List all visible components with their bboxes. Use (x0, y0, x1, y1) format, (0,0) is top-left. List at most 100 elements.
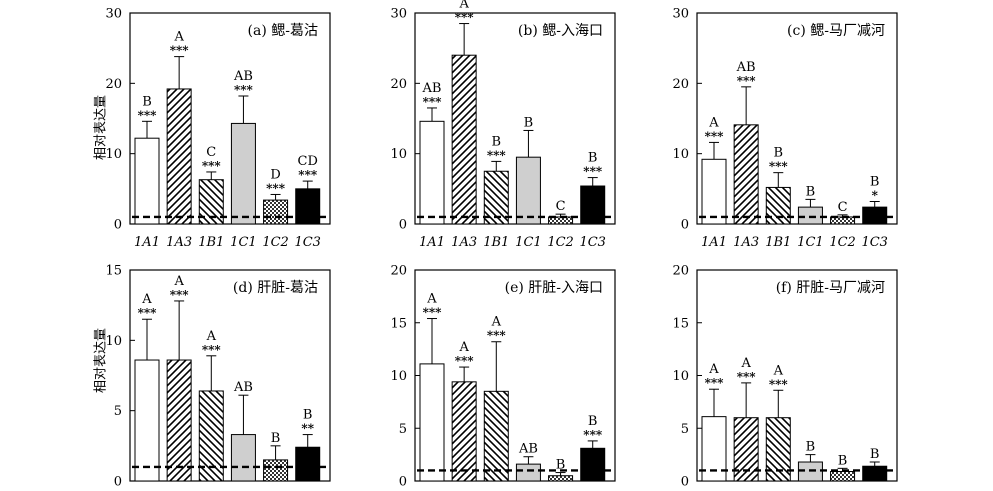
y-tick-label: 10 (672, 147, 689, 162)
y-tick-label: 10 (672, 369, 689, 384)
group-letter: B (303, 408, 313, 423)
plot-frame (414, 12, 616, 225)
panel-title: (b) 鳃-入海口 (518, 23, 603, 39)
y-tick-label: 30 (390, 7, 407, 22)
group-letter: D (270, 167, 280, 182)
panel-title: (c) 鳃-马厂减河 (787, 23, 885, 39)
panel-title: (a) 鳃-葛沽 (248, 23, 318, 39)
y-tick-label: 10 (390, 147, 407, 162)
bar (166, 88, 192, 225)
category-label: 1C3 (861, 235, 888, 250)
category-label: 1B1 (198, 235, 224, 250)
bar (862, 465, 888, 482)
y-tick-label: 10 (390, 369, 407, 384)
group-letter: C (206, 145, 216, 160)
panel-title: (e) 肝脏-入海口 (505, 280, 603, 296)
group-letter: B (588, 151, 598, 166)
significance-stars: *** (487, 148, 507, 162)
bar (483, 390, 509, 482)
group-letter: B (556, 458, 566, 473)
category-label: 1B1 (765, 235, 791, 250)
bar (419, 120, 445, 225)
significance-stars: *** (737, 370, 757, 384)
significance-stars: *** (737, 74, 757, 88)
group-letter: B (806, 184, 816, 199)
category-label: 1C1 (797, 235, 824, 250)
bar (451, 54, 477, 225)
y-tick-label: 20 (105, 77, 122, 92)
group-letter: A (141, 292, 152, 307)
group-letter: A (458, 340, 469, 355)
bar (580, 447, 606, 482)
y-tick-label: 15 (672, 316, 689, 331)
category-label: 1C3 (579, 235, 606, 250)
group-letter: B (838, 453, 848, 468)
significance-stars: *** (423, 95, 443, 109)
category-label: 1A3 (451, 235, 477, 250)
group-letter: B (492, 134, 502, 149)
bar (230, 434, 256, 482)
bar (515, 463, 541, 482)
group-letter: CD (298, 154, 318, 169)
bar (580, 185, 606, 225)
category-label: 1A3 (733, 235, 759, 250)
category-label: 1A1 (701, 235, 727, 250)
significance-stars: *** (769, 160, 789, 174)
group-letter: AB (233, 380, 253, 395)
bar (701, 158, 727, 225)
significance-stars: *** (423, 306, 443, 320)
y-tick-label: 0 (399, 218, 407, 233)
significance-stars: *** (234, 83, 254, 97)
significance-stars: *** (769, 377, 789, 391)
group-letter: B (588, 414, 598, 429)
panel-title: (f) 肝脏-马厂减河 (776, 280, 885, 296)
significance-stars: *** (202, 159, 222, 173)
y-tick-label: 10 (105, 147, 122, 162)
category-label: 1C1 (515, 235, 542, 250)
y-tick-label: 20 (390, 77, 407, 92)
significance-stars: *** (583, 165, 603, 179)
group-letter: A (773, 363, 784, 378)
significance-stars: ** (301, 422, 314, 436)
group-letter: A (173, 30, 184, 45)
y-tick-label: 0 (399, 475, 407, 490)
group-letter: B (806, 440, 816, 455)
significance-stars: *** (170, 288, 190, 302)
significance-stars: *** (170, 44, 190, 58)
significance-stars: *** (583, 428, 603, 442)
plot-frame (696, 269, 898, 482)
group-letter: AB (518, 442, 538, 457)
group-letter: A (206, 329, 217, 344)
bar (862, 206, 888, 225)
y-tick-label: 0 (114, 218, 122, 233)
significance-stars: *** (705, 376, 725, 390)
significance-stars: *** (138, 108, 158, 122)
y-tick-label: 30 (672, 7, 689, 22)
significance-stars: *** (138, 306, 158, 320)
bar (295, 446, 321, 482)
category-label: 1B1 (483, 235, 509, 250)
category-label: 1C3 (294, 235, 321, 250)
y-tick-label: 10 (105, 334, 122, 349)
plot-frame (129, 269, 331, 482)
y-tick-label: 20 (672, 264, 689, 279)
group-letter: AB (233, 69, 253, 84)
group-letter: A (708, 362, 719, 377)
significance-stars: *** (266, 181, 286, 195)
group-letter: B (870, 174, 880, 189)
panel-title: (d) 肝脏-葛沽 (233, 280, 318, 296)
significance-stars: *** (455, 11, 475, 25)
bar (515, 156, 541, 225)
category-label: 1C1 (230, 235, 257, 250)
significance-stars: *** (487, 329, 507, 343)
bar (548, 475, 574, 482)
y-tick-label: 15 (390, 316, 407, 331)
bar (134, 359, 160, 482)
y-tick-label: 5 (399, 422, 407, 437)
group-letter: B (524, 115, 534, 130)
bar (166, 359, 192, 482)
category-label: 1C2 (829, 235, 856, 250)
bar (733, 124, 759, 225)
bar (765, 186, 791, 225)
